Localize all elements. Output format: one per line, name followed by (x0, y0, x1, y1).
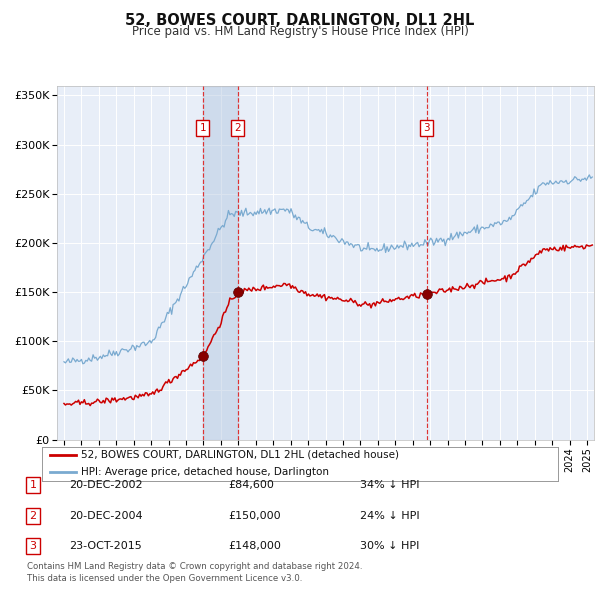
Text: 30% ↓ HPI: 30% ↓ HPI (360, 542, 419, 551)
Text: 20-DEC-2004: 20-DEC-2004 (69, 511, 143, 520)
Text: 23-OCT-2015: 23-OCT-2015 (69, 542, 142, 551)
Text: 52, BOWES COURT, DARLINGTON, DL1 2HL (detached house): 52, BOWES COURT, DARLINGTON, DL1 2HL (de… (80, 450, 398, 460)
Text: 3: 3 (29, 542, 37, 551)
Text: Price paid vs. HM Land Registry's House Price Index (HPI): Price paid vs. HM Land Registry's House … (131, 25, 469, 38)
Text: 52, BOWES COURT, DARLINGTON, DL1 2HL: 52, BOWES COURT, DARLINGTON, DL1 2HL (125, 13, 475, 28)
Text: 1: 1 (200, 123, 206, 133)
Text: 2: 2 (235, 123, 241, 133)
Text: £150,000: £150,000 (228, 511, 281, 520)
Text: 34% ↓ HPI: 34% ↓ HPI (360, 480, 419, 490)
Text: HPI: Average price, detached house, Darlington: HPI: Average price, detached house, Darl… (80, 467, 329, 477)
Text: Contains HM Land Registry data © Crown copyright and database right 2024.
This d: Contains HM Land Registry data © Crown c… (27, 562, 362, 583)
Text: 2: 2 (29, 511, 37, 520)
Text: £84,600: £84,600 (228, 480, 274, 490)
Text: 20-DEC-2002: 20-DEC-2002 (69, 480, 143, 490)
Text: 24% ↓ HPI: 24% ↓ HPI (360, 511, 419, 520)
Text: 1: 1 (29, 480, 37, 490)
Text: £148,000: £148,000 (228, 542, 281, 551)
Bar (203, 86, 238, 440)
Text: 3: 3 (424, 123, 430, 133)
